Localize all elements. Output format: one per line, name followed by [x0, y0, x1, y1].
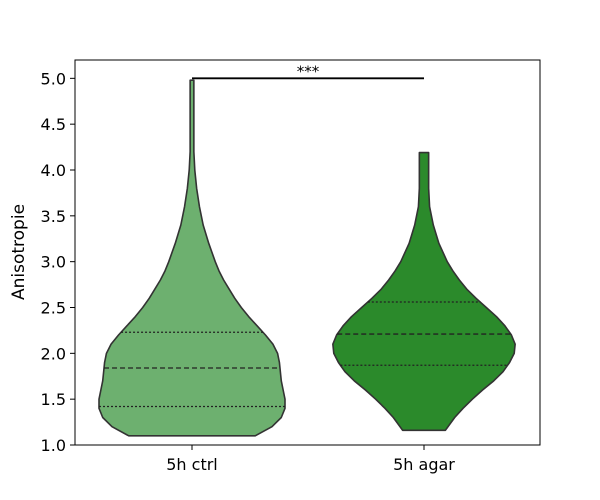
y-axis: 1.0 1.5 2.0 2.5 3.0 3.5 4.0 4.5 5.0	[41, 69, 75, 455]
y-tick-label: 4.0	[41, 161, 66, 180]
violin-1	[98, 79, 286, 437]
y-tick-label: 2.5	[41, 299, 66, 318]
violin-body	[332, 151, 516, 432]
y-tick-label: 1.5	[41, 390, 66, 409]
x-axis: 5h ctrl 5h agar	[166, 445, 455, 474]
significance-annotation: ***	[192, 62, 424, 80]
violins-group	[98, 79, 516, 437]
x-tick-label: 5h agar	[393, 455, 455, 474]
violin-body	[98, 79, 286, 437]
y-tick-label: 3.5	[41, 207, 66, 226]
y-tick-label: 5.0	[41, 69, 66, 88]
x-tick-label: 5h ctrl	[166, 455, 218, 474]
significance-stars: ***	[297, 62, 320, 80]
y-axis-label: Anisotropie	[9, 204, 29, 300]
y-tick-label: 1.0	[41, 436, 66, 455]
y-tick-label: 3.0	[41, 253, 66, 272]
y-tick-label: 2.0	[41, 344, 66, 363]
plot-frame	[74, 59, 541, 446]
y-tick-label: 4.5	[41, 115, 66, 134]
violin-2	[332, 151, 516, 432]
